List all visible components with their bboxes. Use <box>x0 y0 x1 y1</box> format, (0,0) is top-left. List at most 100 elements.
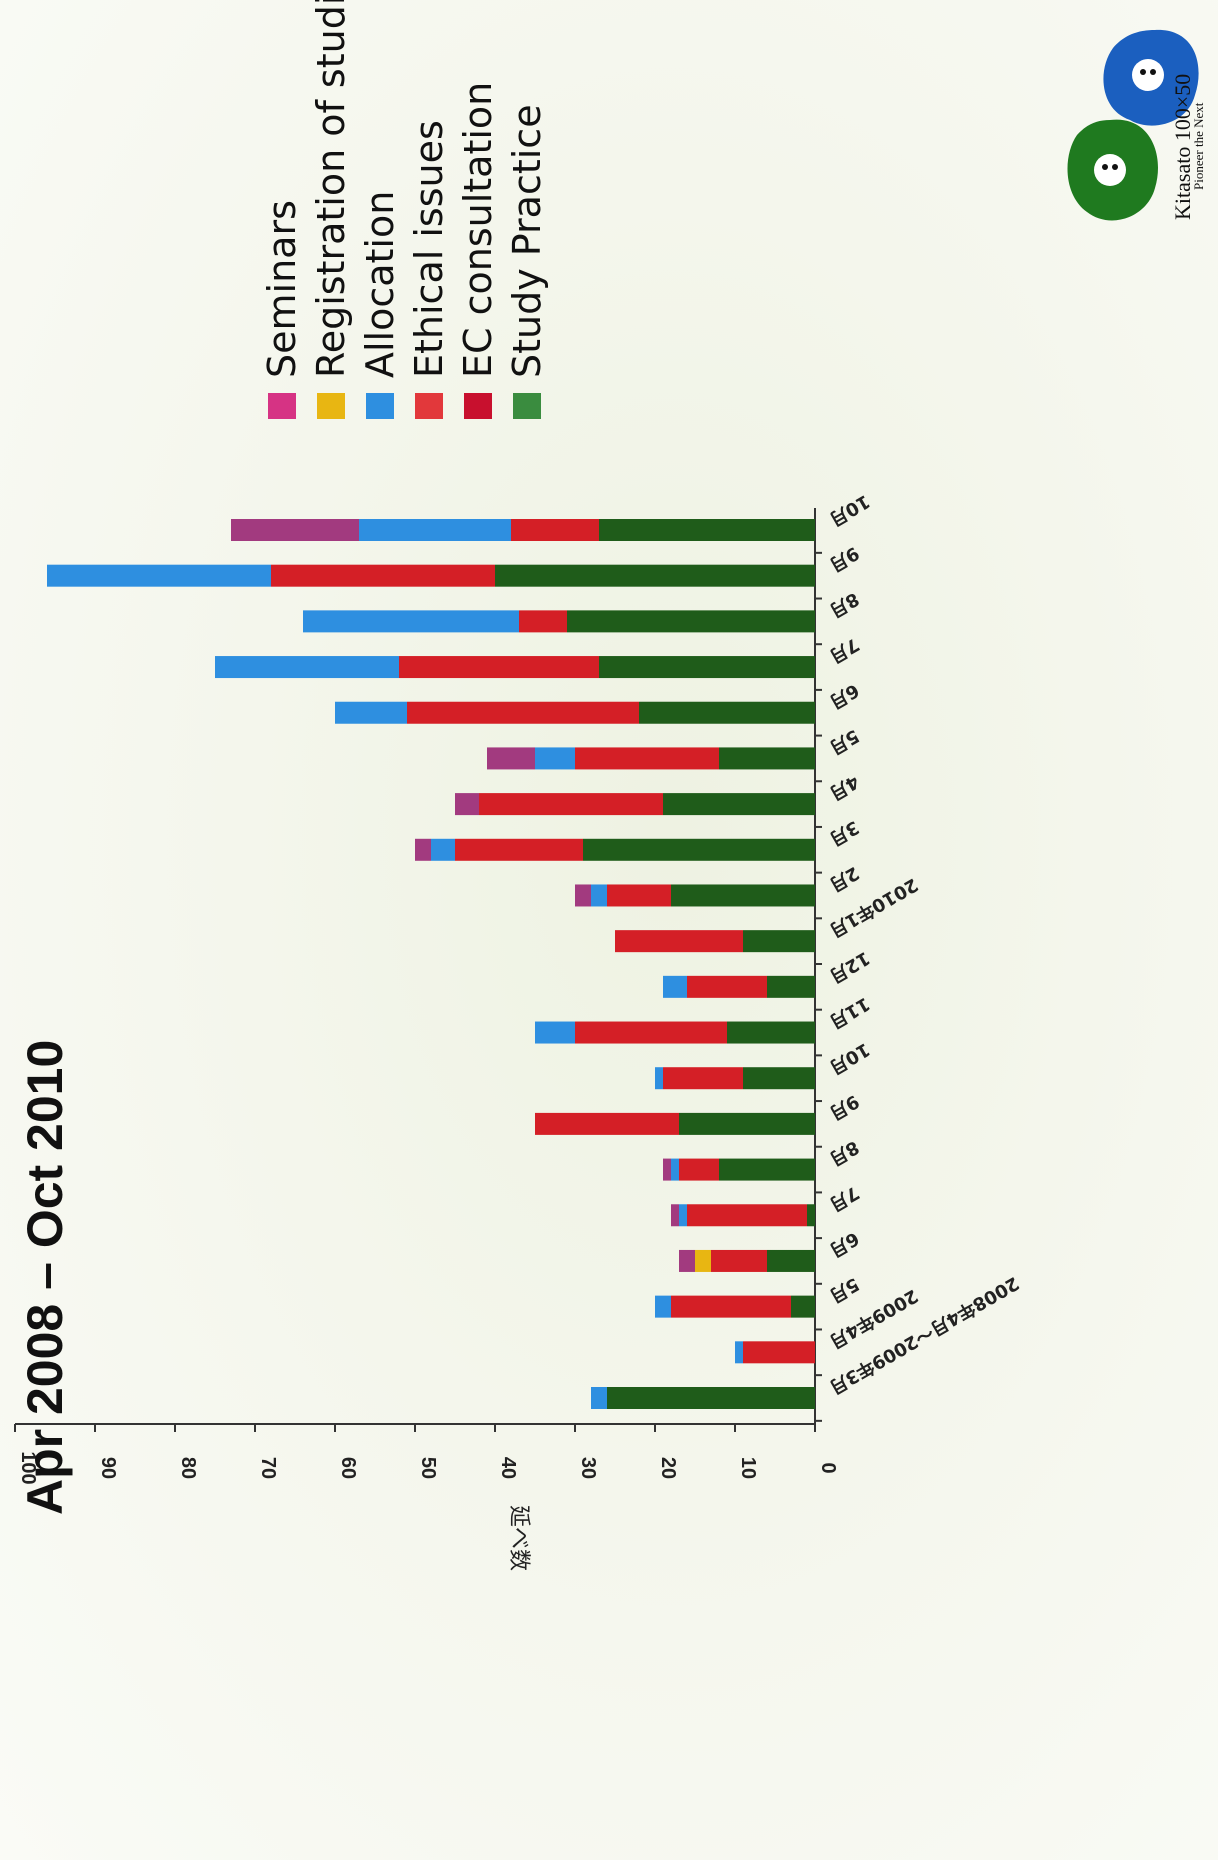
bar-segment <box>663 975 687 998</box>
bar-segment <box>415 838 431 861</box>
bar-segment <box>719 1158 815 1181</box>
bar-segment <box>231 519 359 541</box>
bar-segment <box>679 1249 695 1272</box>
category-label: 7月 <box>826 1182 863 1215</box>
bar-segment <box>743 1067 815 1090</box>
bar-segment <box>455 793 479 816</box>
bar-segment <box>663 1158 671 1181</box>
legend-swatch <box>317 393 345 419</box>
legend-swatch <box>415 393 443 419</box>
value-tick-label: 10 <box>737 1457 759 1479</box>
bar-segment <box>407 701 639 724</box>
bar-segment <box>47 564 271 587</box>
bar-segment <box>487 747 535 770</box>
category-label: 10月 <box>826 1038 874 1078</box>
bar-segment <box>583 838 815 861</box>
bar-segment <box>599 656 815 679</box>
category-label: 10月 <box>826 490 874 530</box>
kitasato-logo: Kitasato 100×50 Pioneer the Next <box>1055 20 1206 240</box>
bar-segment <box>727 1021 815 1044</box>
category-label: 5月 <box>826 1273 863 1306</box>
logo-tagline: Pioneer the Next <box>1191 102 1206 190</box>
category-label: 9月 <box>826 1090 863 1123</box>
legend-swatch <box>513 393 541 419</box>
legend-swatch <box>464 393 492 419</box>
bar-segment <box>687 1204 807 1227</box>
value-tick-label: 60 <box>337 1457 359 1479</box>
legend-label: Registration of studies <box>309 0 353 378</box>
bar-segment <box>671 1204 679 1227</box>
category-label: 8月 <box>826 588 863 621</box>
category-label: 8月 <box>826 1136 863 1169</box>
bar-segment <box>495 564 815 587</box>
bar-segment <box>335 701 407 724</box>
bar-segment <box>215 656 399 679</box>
bar-segment <box>535 1112 679 1135</box>
bar-segment <box>735 1341 743 1364</box>
bar-segment <box>663 793 815 816</box>
category-label: 4月 <box>826 771 863 804</box>
legend-label: Ethical issues <box>407 120 451 378</box>
bar-segment <box>719 747 815 770</box>
value-tick-label: 90 <box>97 1457 119 1479</box>
bar-segment <box>743 1341 815 1364</box>
value-tick-label: 100 <box>17 1451 39 1484</box>
category-label: 12月 <box>826 947 874 987</box>
category-label: 6月 <box>826 679 863 712</box>
bar-segment <box>671 1158 679 1181</box>
chart-title: Apr 2008 – Oct 2010 <box>17 1039 73 1515</box>
bar-segment <box>663 1067 743 1090</box>
value-tick-label: 30 <box>577 1457 599 1479</box>
bar-segment <box>535 1021 575 1044</box>
legend-label: Seminars <box>260 200 304 378</box>
legend-label: Allocation <box>358 190 402 378</box>
bar-segment <box>743 930 815 953</box>
value-tick-label: 70 <box>257 1457 279 1479</box>
bar-segment <box>567 610 815 633</box>
bar-segment <box>767 975 815 998</box>
legend-label: EC consultation <box>456 81 500 378</box>
bar-segment <box>359 519 511 541</box>
bar-segment <box>767 1249 815 1272</box>
legend-swatch <box>268 393 296 419</box>
bar-segment <box>399 656 599 679</box>
category-label: 3月 <box>826 816 863 849</box>
bar-segment <box>519 610 567 633</box>
bar-segment <box>479 793 663 816</box>
bar-segment <box>679 1112 815 1135</box>
bar-segment <box>455 838 583 861</box>
bar-segment <box>607 884 671 907</box>
bar-segment <box>591 884 607 907</box>
value-tick-label: 0 <box>817 1462 839 1473</box>
legend-swatch <box>366 393 394 419</box>
bar-segment <box>655 1295 671 1318</box>
category-label: 5月 <box>826 725 863 758</box>
value-tick-label: 40 <box>497 1457 519 1479</box>
bar-segment <box>511 519 599 541</box>
bar-segment <box>639 701 815 724</box>
bar-segment <box>695 1249 711 1272</box>
bar-segment <box>711 1249 767 1272</box>
category-label: 6月 <box>826 1227 863 1260</box>
bar-segment <box>535 747 575 770</box>
bar-segment <box>807 1204 815 1227</box>
bar-segment <box>679 1204 687 1227</box>
value-tick-label: 50 <box>417 1457 439 1479</box>
category-label: 2月 <box>826 862 863 895</box>
bar-segment <box>271 564 495 587</box>
logo-mark-icon <box>1067 29 1199 221</box>
bar-segment <box>431 838 455 861</box>
bar-segment <box>575 747 719 770</box>
value-tick-label: 20 <box>657 1457 679 1479</box>
bar-segment <box>671 1295 791 1318</box>
bar-segment <box>615 930 743 953</box>
bar-segment <box>791 1295 815 1318</box>
bar-segment <box>687 975 767 998</box>
bar-segment <box>303 610 519 633</box>
bar-segment <box>575 1021 727 1044</box>
legend-label: Study Practice <box>505 104 549 378</box>
bar-segment <box>591 1387 607 1409</box>
bar-segment <box>575 884 591 907</box>
